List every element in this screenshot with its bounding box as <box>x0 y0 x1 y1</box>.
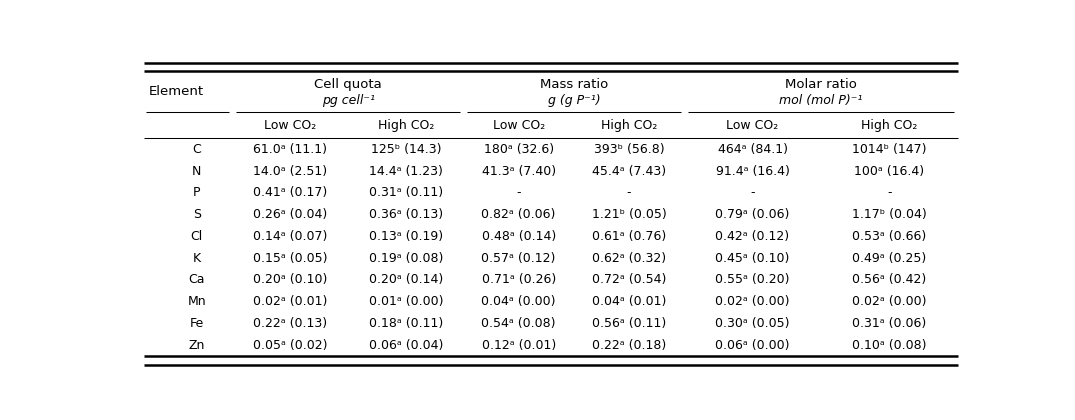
Text: 0.56ᵃ (0.11): 0.56ᵃ (0.11) <box>592 317 666 330</box>
Text: Ca: Ca <box>188 273 205 286</box>
Text: 41.3ᵃ (7.40): 41.3ᵃ (7.40) <box>482 165 556 178</box>
Text: 0.20ᵃ (0.14): 0.20ᵃ (0.14) <box>369 273 443 286</box>
Text: 1.21ᵇ (0.05): 1.21ᵇ (0.05) <box>591 208 666 221</box>
Text: 0.02ᵃ (0.00): 0.02ᵃ (0.00) <box>715 295 790 308</box>
Text: 91.4ᵃ (16.4): 91.4ᵃ (16.4) <box>716 165 789 178</box>
Text: 0.22ᵃ (0.13): 0.22ᵃ (0.13) <box>254 317 328 330</box>
Text: 0.82ᵃ (0.06): 0.82ᵃ (0.06) <box>482 208 556 221</box>
Text: 180ᵃ (32.6): 180ᵃ (32.6) <box>484 143 554 156</box>
Text: 0.18ᵃ (0.11): 0.18ᵃ (0.11) <box>369 317 443 330</box>
Text: 0.57ᵃ (0.12): 0.57ᵃ (0.12) <box>482 252 556 265</box>
Text: N: N <box>192 165 201 178</box>
Text: C: C <box>192 143 201 156</box>
Text: -: - <box>887 186 891 199</box>
Text: Low CO₂: Low CO₂ <box>492 119 545 132</box>
Text: Low CO₂: Low CO₂ <box>264 119 316 132</box>
Text: 0.42ᵃ (0.12): 0.42ᵃ (0.12) <box>716 230 790 243</box>
Text: 0.48ᵃ (0.14): 0.48ᵃ (0.14) <box>482 230 556 243</box>
Text: 0.41ᵃ (0.17): 0.41ᵃ (0.17) <box>254 186 328 199</box>
Text: 0.19ᵃ (0.08): 0.19ᵃ (0.08) <box>369 252 443 265</box>
Text: Element: Element <box>148 85 203 98</box>
Text: -: - <box>516 186 521 199</box>
Text: 0.01ᵃ (0.00): 0.01ᵃ (0.00) <box>369 295 443 308</box>
Text: 0.31ᵃ (0.06): 0.31ᵃ (0.06) <box>852 317 927 330</box>
Text: pg cell⁻¹: pg cell⁻¹ <box>321 94 374 107</box>
Text: 0.13ᵃ (0.19): 0.13ᵃ (0.19) <box>369 230 443 243</box>
Text: 0.12ᵃ (0.01): 0.12ᵃ (0.01) <box>482 339 556 352</box>
Text: 0.02ᵃ (0.01): 0.02ᵃ (0.01) <box>254 295 328 308</box>
Text: P: P <box>194 186 201 199</box>
Text: 0.45ᵃ (0.10): 0.45ᵃ (0.10) <box>715 252 790 265</box>
Text: Mass ratio: Mass ratio <box>540 78 608 91</box>
Text: 0.06ᵃ (0.00): 0.06ᵃ (0.00) <box>715 339 790 352</box>
Text: -: - <box>627 186 631 199</box>
Text: 0.02ᵃ (0.00): 0.02ᵃ (0.00) <box>851 295 927 308</box>
Text: 14.4ᵃ (1.23): 14.4ᵃ (1.23) <box>369 165 443 178</box>
Text: 0.26ᵃ (0.04): 0.26ᵃ (0.04) <box>254 208 328 221</box>
Text: 125ᵇ (14.3): 125ᵇ (14.3) <box>371 143 441 156</box>
Text: Molar ratio: Molar ratio <box>785 78 857 91</box>
Text: 0.14ᵃ (0.07): 0.14ᵃ (0.07) <box>254 230 328 243</box>
Text: 0.15ᵃ (0.05): 0.15ᵃ (0.05) <box>253 252 328 265</box>
Text: Cl: Cl <box>190 230 203 243</box>
Text: High CO₂: High CO₂ <box>601 119 657 132</box>
Text: 393ᵇ (56.8): 393ᵇ (56.8) <box>593 143 664 156</box>
Text: 0.20ᵃ (0.10): 0.20ᵃ (0.10) <box>254 273 328 286</box>
Text: 45.4ᵃ (7.43): 45.4ᵃ (7.43) <box>592 165 666 178</box>
Text: High CO₂: High CO₂ <box>861 119 917 132</box>
Text: 0.79ᵃ (0.06): 0.79ᵃ (0.06) <box>715 208 790 221</box>
Text: 0.04ᵃ (0.01): 0.04ᵃ (0.01) <box>592 295 666 308</box>
Text: 0.36ᵃ (0.13): 0.36ᵃ (0.13) <box>369 208 443 221</box>
Text: S: S <box>192 208 201 221</box>
Text: Zn: Zn <box>189 339 205 352</box>
Text: 100ᵃ (16.4): 100ᵃ (16.4) <box>855 165 924 178</box>
Text: 0.72ᵃ (0.54): 0.72ᵃ (0.54) <box>592 273 666 286</box>
Text: mol (mol P)⁻¹: mol (mol P)⁻¹ <box>779 94 862 107</box>
Text: 0.10ᵃ (0.08): 0.10ᵃ (0.08) <box>851 339 927 352</box>
Text: -: - <box>750 186 755 199</box>
Text: g (g P⁻¹): g (g P⁻¹) <box>547 94 600 107</box>
Text: 0.62ᵃ (0.32): 0.62ᵃ (0.32) <box>592 252 666 265</box>
Text: 1014ᵇ (147): 1014ᵇ (147) <box>851 143 927 156</box>
Text: 0.61ᵃ (0.76): 0.61ᵃ (0.76) <box>592 230 666 243</box>
Text: Cell quota: Cell quota <box>314 78 382 91</box>
Text: 0.05ᵃ (0.02): 0.05ᵃ (0.02) <box>253 339 328 352</box>
Text: 0.49ᵃ (0.25): 0.49ᵃ (0.25) <box>852 252 927 265</box>
Text: 0.06ᵃ (0.04): 0.06ᵃ (0.04) <box>369 339 443 352</box>
Text: 0.71ᵃ (0.26): 0.71ᵃ (0.26) <box>482 273 556 286</box>
Text: Mn: Mn <box>187 295 206 308</box>
Text: 0.53ᵃ (0.66): 0.53ᵃ (0.66) <box>852 230 927 243</box>
Text: 0.31ᵃ (0.11): 0.31ᵃ (0.11) <box>369 186 443 199</box>
Text: 14.0ᵃ (2.51): 14.0ᵃ (2.51) <box>254 165 328 178</box>
Text: 1.17ᵇ (0.04): 1.17ᵇ (0.04) <box>851 208 927 221</box>
Text: High CO₂: High CO₂ <box>377 119 434 132</box>
Text: 0.55ᵃ (0.20): 0.55ᵃ (0.20) <box>715 273 790 286</box>
Text: Fe: Fe <box>189 317 204 330</box>
Text: 464ᵃ (84.1): 464ᵃ (84.1) <box>717 143 788 156</box>
Text: 0.22ᵃ (0.18): 0.22ᵃ (0.18) <box>592 339 666 352</box>
Text: 0.54ᵃ (0.08): 0.54ᵃ (0.08) <box>482 317 556 330</box>
Text: 0.04ᵃ (0.00): 0.04ᵃ (0.00) <box>482 295 556 308</box>
Text: 61.0ᵃ (11.1): 61.0ᵃ (11.1) <box>254 143 328 156</box>
Text: Low CO₂: Low CO₂ <box>727 119 778 132</box>
Text: 0.30ᵃ (0.05): 0.30ᵃ (0.05) <box>715 317 790 330</box>
Text: 0.56ᵃ (0.42): 0.56ᵃ (0.42) <box>852 273 927 286</box>
Text: K: K <box>192 252 201 265</box>
